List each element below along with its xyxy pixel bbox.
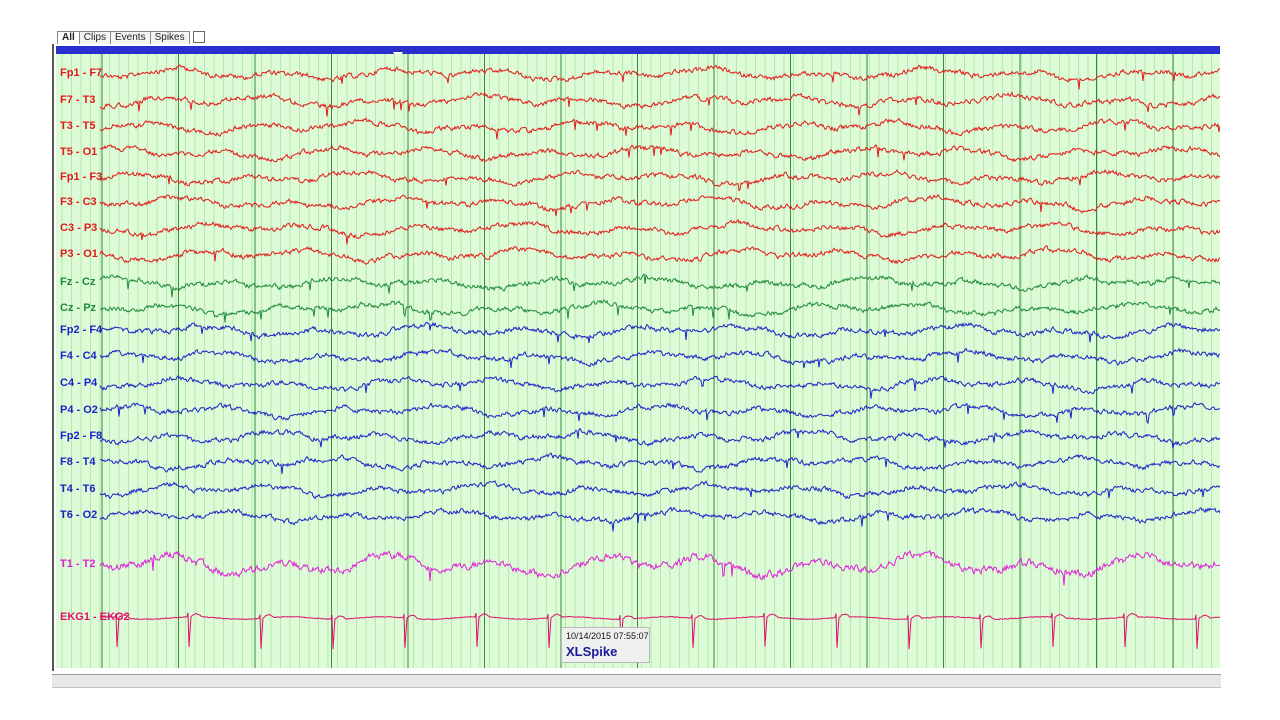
trace-fp1-f7	[99, 64, 1220, 90]
grid	[61, 54, 1212, 668]
channel-label[interactable]: T3 - T5	[60, 120, 96, 132]
trace-p4-o2	[99, 402, 1220, 425]
trace-fp2-f4	[99, 321, 1220, 343]
channel-label[interactable]: Fz - Cz	[60, 276, 96, 288]
trace-f7-t3	[99, 91, 1220, 117]
trace-t5-o1	[99, 143, 1220, 163]
channel-label[interactable]: P3 - O1	[60, 248, 98, 260]
channel-label[interactable]: Fp1 - F3	[60, 171, 103, 183]
eeg-trace-area[interactable]	[56, 54, 1220, 668]
trace-t6-o2	[99, 506, 1220, 532]
trace-f4-c4	[99, 347, 1220, 369]
tab-spikes[interactable]: Spikes	[149, 31, 190, 44]
channel-label[interactable]: P4 - O2	[60, 404, 98, 416]
channel-label[interactable]: T5 - O1	[60, 146, 98, 158]
trace-t3-t5	[99, 117, 1220, 140]
event-type: XLSpike	[566, 644, 618, 659]
trace-t1-t2	[99, 549, 1220, 586]
time-ruler[interactable]	[56, 46, 1220, 54]
trace-p3-o1	[99, 245, 1220, 265]
channel-label[interactable]: Cz - Pz	[60, 302, 97, 314]
tab-events[interactable]: Events	[110, 31, 151, 44]
trace-c3-p3	[99, 218, 1220, 245]
horizontal-scrollbar[interactable]	[52, 674, 1221, 688]
channel-label[interactable]: F7 - T3	[60, 94, 96, 106]
trace-f3-c3	[99, 193, 1220, 217]
trace-t4-t6	[99, 480, 1220, 500]
channel-label[interactable]: T1 - T2	[60, 558, 96, 570]
view-tabs: All Clips Events Spikes	[57, 28, 205, 44]
channel-label[interactable]: T4 - T6	[60, 483, 96, 495]
channel-label[interactable]: T6 - O2	[60, 509, 98, 521]
channel-label[interactable]: F3 - C3	[60, 196, 97, 208]
trace-c4-p4	[99, 374, 1220, 399]
channel-label[interactable]: F4 - C4	[60, 350, 97, 362]
eeg-frame	[52, 44, 1223, 671]
trace-cz-pz	[99, 298, 1220, 323]
tab-clips[interactable]: Clips	[78, 31, 112, 44]
trace-fz-cz	[99, 273, 1220, 298]
trace-fp2-f8	[99, 427, 1220, 449]
channel-label[interactable]: Fp1 - F7	[60, 67, 103, 79]
event-timestamp: 10/14/2015 07:55:07	[566, 631, 649, 641]
channel-label[interactable]: Fp2 - F4	[60, 324, 103, 336]
event-annotation[interactable]: 10/14/2015 07:55:07 XLSpike	[561, 627, 650, 663]
channel-label[interactable]: C3 - P3	[60, 222, 98, 234]
trace-f8-t4	[99, 452, 1220, 475]
channel-label[interactable]: Fp2 - F8	[60, 430, 103, 442]
channel-label[interactable]: EKG1 - EKG2	[60, 611, 130, 623]
tab-all[interactable]: All	[57, 31, 80, 44]
channel-label[interactable]: C4 - P4	[60, 377, 98, 389]
trace-fp1-f3	[99, 169, 1220, 192]
tab-extra-button[interactable]	[192, 31, 205, 43]
channel-label[interactable]: F8 - T4	[60, 456, 96, 468]
trace-ekg1-ekg2	[99, 612, 1220, 650]
